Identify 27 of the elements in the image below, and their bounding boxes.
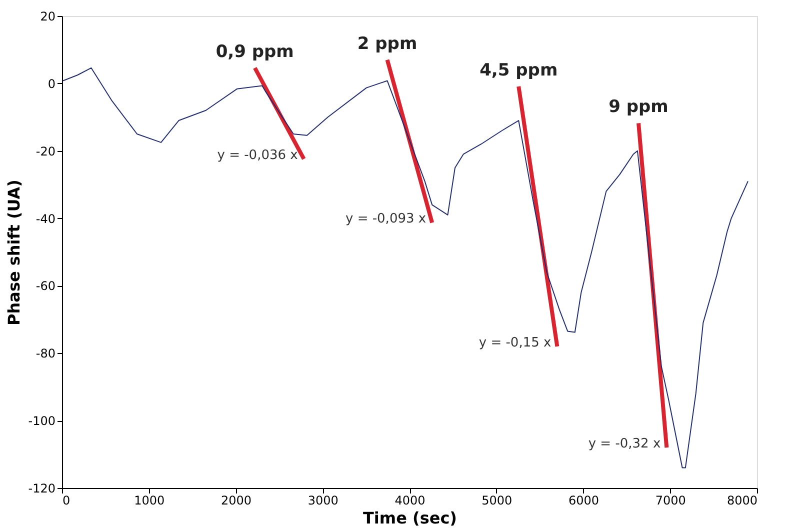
y-tick-label: 0 — [48, 76, 56, 91]
y-tick-label: -40 — [36, 212, 56, 226]
x-tick-label: 4000 — [394, 494, 426, 508]
x-tick-label: 3000 — [308, 494, 338, 508]
y-tick-label: -120 — [28, 482, 56, 496]
x-tick-label: 7000 — [655, 494, 686, 508]
x-tick-label: 2000 — [220, 494, 252, 508]
y-tick-label: -80 — [36, 346, 56, 361]
annotation: y = -0,036 x — [217, 148, 298, 163]
series-label: 4,5 ppm — [480, 60, 558, 80]
x-tick-label: 8000 — [726, 494, 758, 508]
series-label: 9 ppm — [608, 97, 668, 118]
x-tick-label: 0 — [62, 494, 70, 508]
y-tick-label: -20 — [36, 144, 56, 158]
x-axis-title: Time (sec) — [363, 508, 457, 528]
x-tick-label: 6000 — [568, 494, 600, 508]
series-label: 2 ppm — [357, 34, 418, 54]
annotation: y = -0,32 x — [588, 436, 661, 452]
y-axis-title: Phase shift (UA) — [4, 180, 24, 326]
x-tick-label: 1000 — [134, 494, 165, 508]
y-tick-label: -60 — [36, 279, 56, 294]
series-label: 0,9 ppm — [216, 42, 294, 62]
y-tick-label: -100 — [28, 414, 56, 428]
y-tick-label: 20 — [40, 10, 56, 24]
annotation: y = -0,093 x — [345, 212, 426, 227]
x-tick-label: 5000 — [482, 494, 512, 508]
annotation: y = -0,15 x — [478, 335, 552, 350]
